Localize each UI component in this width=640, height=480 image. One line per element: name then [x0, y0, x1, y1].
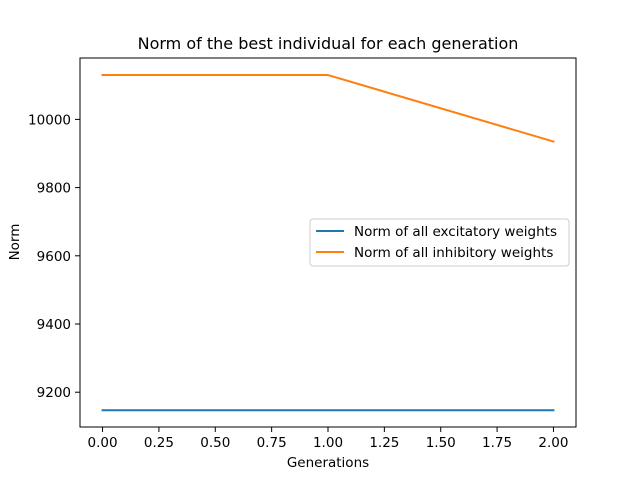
legend-box [309, 218, 570, 267]
y-tick-label: 9400 [37, 317, 71, 333]
y-tick-label: 9600 [37, 249, 71, 265]
series-line-1 [101, 74, 555, 143]
x-tick-label: 1.50 [426, 435, 456, 451]
x-axis-ticks: 0.00 0.25 0.50 0.75 1.00 1.25 1.50 1.75 2.00 [88, 427, 568, 451]
y-tick-label: 10000 [28, 112, 71, 128]
legend-label-excitatory: Norm of all excitatory weights [354, 224, 557, 240]
x-tick-label: 1.75 [482, 435, 512, 451]
y-tick-label: 9800 [37, 181, 71, 197]
y-tick-label: 9200 [37, 385, 71, 401]
y-axis-ticks: 9200 9400 9600 9800 10000 [28, 112, 80, 401]
x-tick-label: 0.50 [200, 435, 230, 451]
legend-label-inhibitory: Norm of all inhibitory weights [354, 245, 553, 261]
x-tick-label: 2.00 [538, 435, 568, 451]
chart-title: Norm of the best individual for each gen… [138, 34, 519, 53]
x-tick-label: 0.25 [144, 435, 174, 451]
x-tick-label: 0.00 [88, 435, 118, 451]
y-axis-label: Norm [7, 224, 23, 261]
x-tick-label: 1.25 [369, 435, 399, 451]
legend: Norm of all excitatory weights Norm of a… [309, 218, 570, 267]
x-tick-label: 1.00 [313, 435, 343, 451]
series-layer [101, 74, 555, 412]
x-tick-label: 0.75 [257, 435, 287, 451]
x-axis-label: Generations [287, 455, 369, 471]
